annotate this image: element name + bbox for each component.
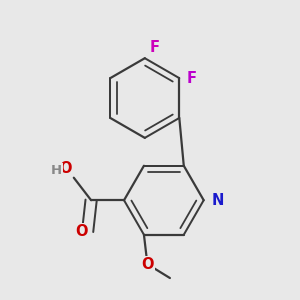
Text: F: F [187,70,197,86]
Text: O: O [75,224,88,239]
Text: H: H [50,164,62,177]
Text: F: F [150,40,160,55]
Text: N: N [211,193,224,208]
Text: O: O [141,257,154,272]
Text: O: O [60,161,72,176]
